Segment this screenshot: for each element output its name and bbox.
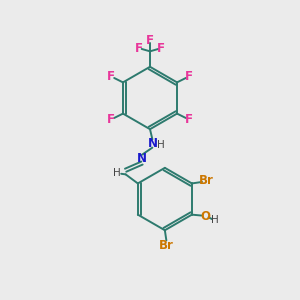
Text: N: N	[137, 152, 147, 165]
Text: O: O	[201, 210, 211, 223]
Text: F: F	[107, 113, 115, 126]
Text: Br: Br	[159, 238, 174, 252]
Text: F: F	[185, 70, 193, 83]
Text: Br: Br	[199, 174, 214, 187]
Text: F: F	[185, 113, 193, 126]
Text: H: H	[113, 168, 121, 178]
Text: H: H	[157, 140, 165, 150]
Text: F: F	[157, 42, 165, 56]
Text: N: N	[147, 137, 158, 150]
Text: F: F	[146, 34, 154, 46]
Text: F: F	[135, 42, 143, 56]
Text: F: F	[107, 70, 115, 83]
Text: H: H	[211, 215, 219, 225]
